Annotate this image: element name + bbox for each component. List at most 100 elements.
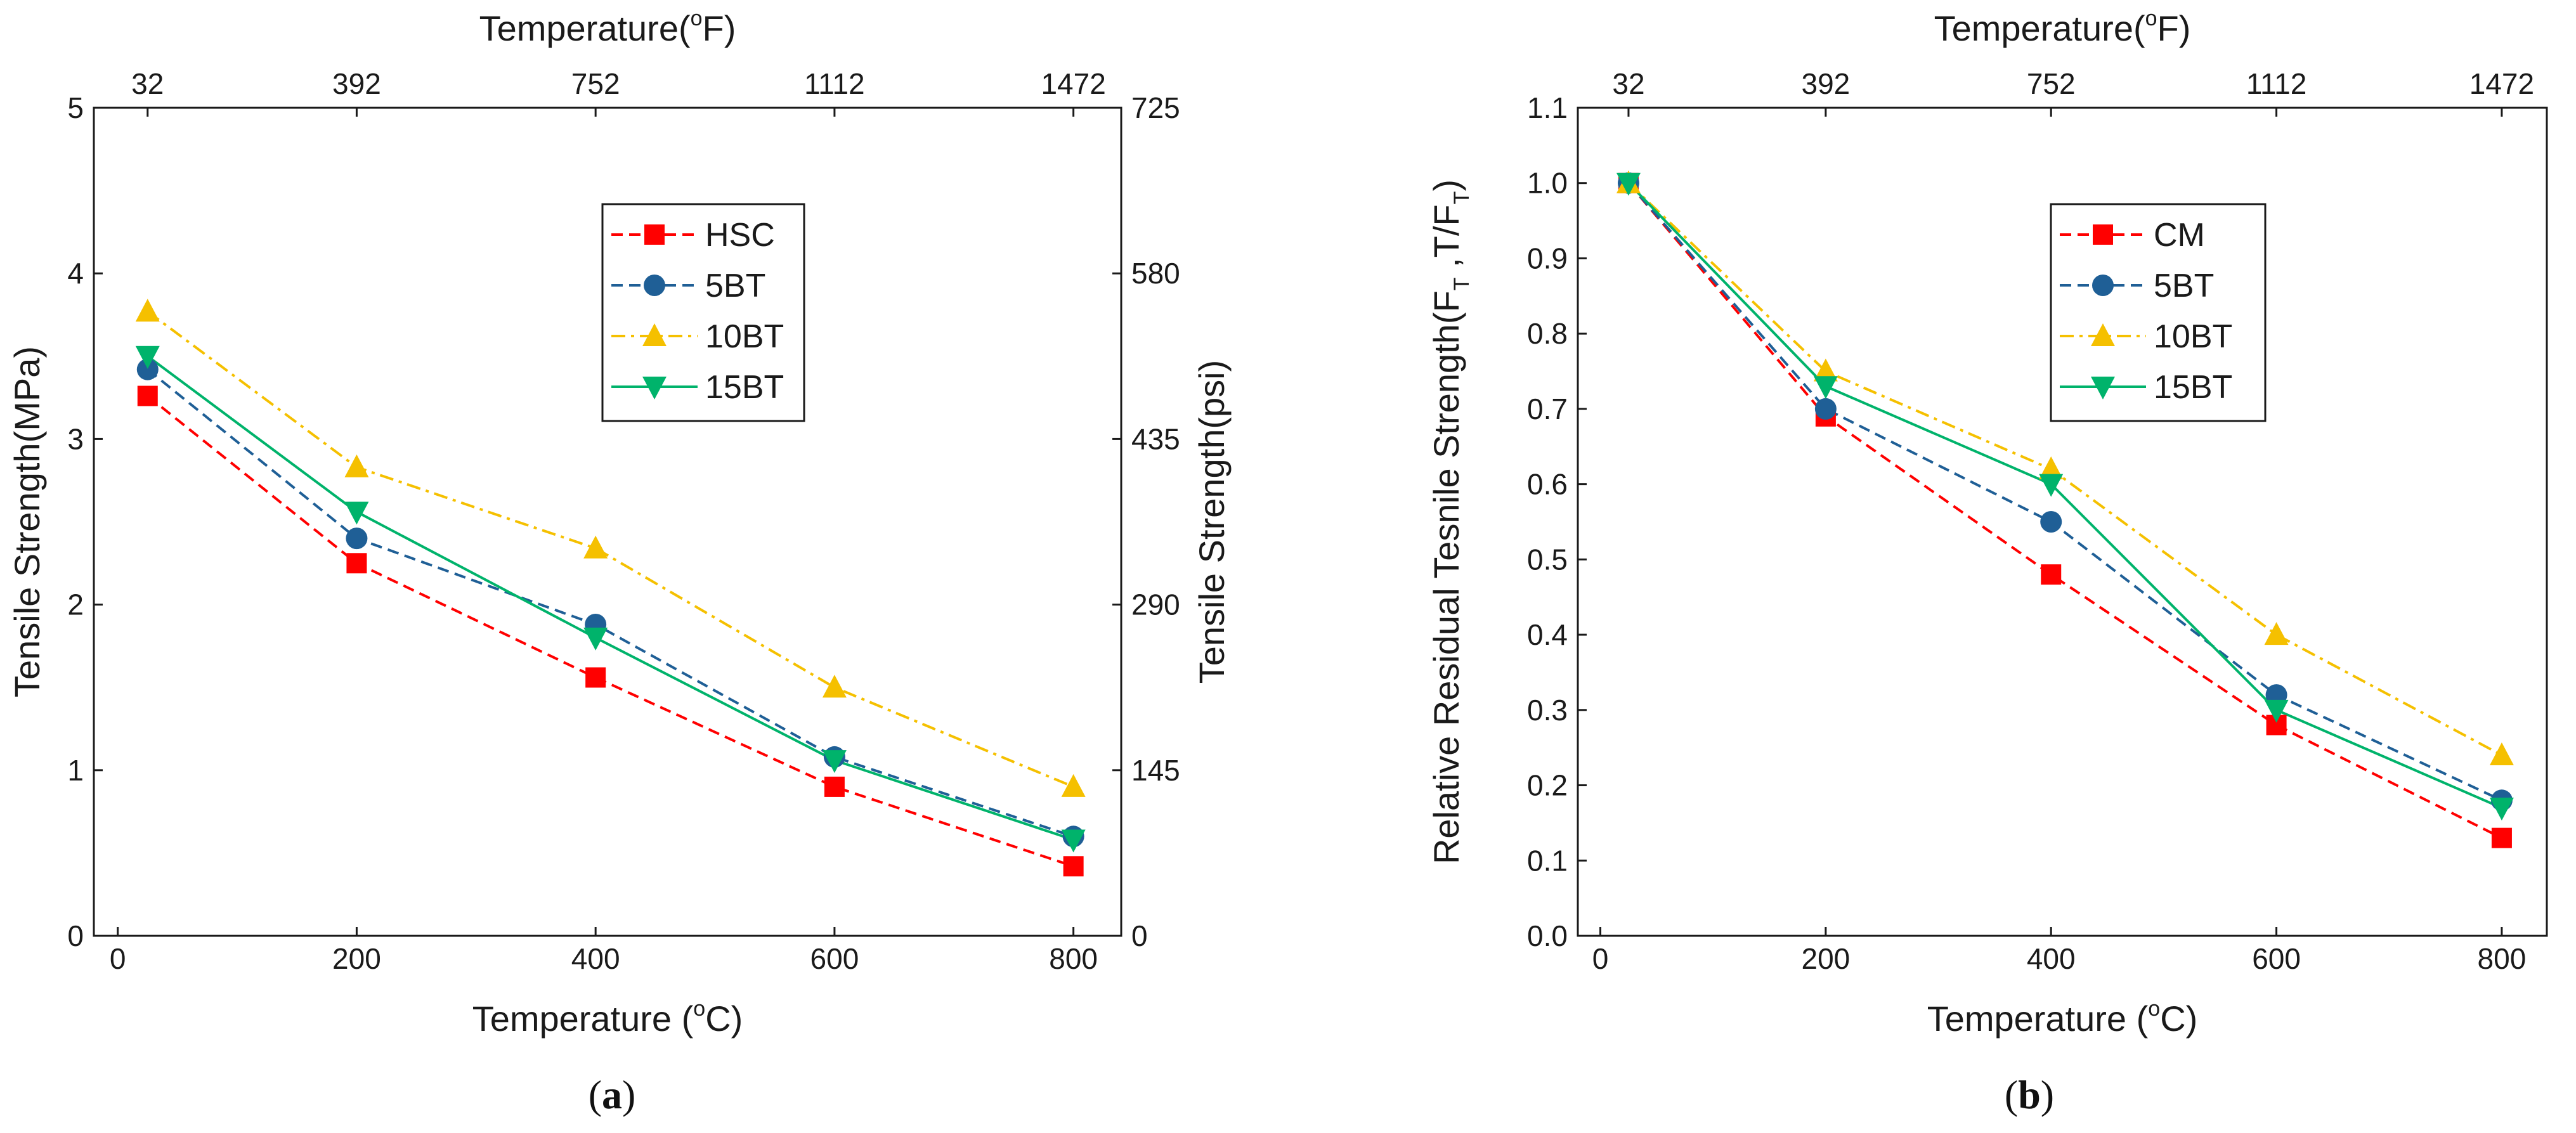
data-point-10BT (2264, 622, 2289, 645)
plot-frame (93, 107, 1122, 937)
data-point-15BT (135, 346, 160, 369)
legend: HSC 5BT 10BT 15BT (601, 203, 805, 422)
y-tick-label: 0 (67, 919, 84, 952)
legend: CM 5BT 10BT 15BT (2050, 203, 2267, 422)
top-x-tick-label: 1472 (2469, 67, 2534, 100)
data-point-10BT (344, 454, 369, 477)
data-point-5BT (136, 358, 159, 380)
data-point-5BT (2040, 511, 2062, 533)
x-tick-label: 800 (1049, 942, 1098, 975)
secondary-y-tick-label: 580 (1131, 257, 1180, 290)
y-tick-label: 0.4 (1527, 618, 1568, 651)
legend-marker-CM (2093, 224, 2113, 245)
data-point-15BT (2489, 798, 2514, 821)
data-point-HSC (824, 776, 845, 797)
y-tick-label: 0.6 (1527, 468, 1568, 501)
top-x-tick-label: 1112 (2246, 67, 2307, 100)
x-tick-label: 400 (571, 942, 620, 975)
data-point-CM (2041, 564, 2062, 585)
secondary-y-axis-label: Tensile Strength(psi) (1192, 360, 1232, 683)
y-axis-label: Tensile Strength(MPa) (7, 346, 47, 697)
x-tick-label: 200 (332, 942, 381, 975)
data-point-10BT (1813, 358, 1838, 382)
y-tick-label: 0.7 (1527, 392, 1568, 425)
legend-label-15BT: 15BT (2154, 369, 2232, 406)
top-x-tick-label: 32 (131, 67, 164, 100)
top-x-tick-label: 1472 (1041, 67, 1105, 100)
y-tick-label: 0.0 (1527, 919, 1568, 952)
data-point-HSC (1063, 856, 1084, 877)
legend-marker-5BT (644, 275, 665, 296)
data-point-15BT (2264, 699, 2289, 723)
data-point-15BT (1616, 172, 1641, 196)
panel-label: (a) (589, 1072, 636, 1117)
data-point-15BT (822, 750, 847, 774)
data-point-HSC (585, 667, 606, 688)
y-tick-label: 5 (67, 91, 84, 124)
x-axis-label: Temperature (oC) (1927, 997, 2198, 1039)
data-point-15BT (1061, 829, 1086, 853)
data-point-15BT (1813, 376, 1838, 399)
secondary-y-tick-label: 0 (1131, 919, 1148, 952)
top-x-tick-label: 752 (571, 67, 620, 100)
legend-label-HSC: HSC (705, 217, 775, 254)
y-tick-label: 1.0 (1527, 167, 1568, 200)
legend-marker-10BT (642, 323, 667, 346)
secondary-y-tick-label: 435 (1131, 422, 1180, 455)
y-tick-label: 2 (67, 588, 84, 621)
x-tick-label: 400 (2027, 942, 2076, 975)
data-point-15BT (344, 502, 369, 525)
top-x-tick-label: 1112 (804, 67, 865, 100)
y-tick-label: 3 (67, 422, 84, 455)
legend-label-5BT: 5BT (705, 268, 765, 304)
legend-marker-15BT (2091, 377, 2115, 399)
plot-frame (1577, 107, 2548, 937)
legend-label-10BT: 10BT (705, 318, 784, 355)
legend-marker-5BT (2092, 275, 2114, 296)
series-line-15BT (146, 355, 1074, 841)
x-tick-label: 600 (810, 942, 859, 975)
data-point-HSC (346, 553, 367, 574)
y-tick-label: 4 (67, 257, 84, 290)
data-point-15BT (583, 627, 608, 651)
y-tick-label: 0.9 (1527, 242, 1568, 275)
data-point-CM (2491, 827, 2512, 848)
top-x-tick-label: 392 (1802, 67, 1851, 100)
series-line-CM (1627, 182, 2502, 839)
secondary-y-tick-label: 290 (1131, 588, 1180, 621)
data-point-5BT (1814, 398, 1837, 420)
legend-marker-15BT (642, 377, 667, 399)
x-tick-label: 600 (2252, 942, 2301, 975)
x-tick-label: 200 (1802, 942, 1851, 975)
top-x-tick-label: 392 (332, 67, 381, 100)
data-point-10BT (583, 535, 608, 559)
panel-label: (b) (2005, 1072, 2054, 1117)
secondary-y-tick-label: 145 (1131, 754, 1180, 787)
y-tick-label: 1 (67, 754, 84, 787)
series-line-HSC (146, 394, 1074, 868)
y-axis-label: Relative Residual Tesnile Strength(FT ,T… (1426, 179, 1474, 864)
y-tick-label: 0.8 (1527, 317, 1568, 350)
data-point-15BT (2039, 474, 2064, 497)
top-x-tick-label: 32 (1612, 67, 1644, 100)
y-tick-label: 1.1 (1527, 91, 1568, 124)
y-tick-label: 0.5 (1527, 543, 1568, 576)
series-line-10BT (146, 310, 1074, 788)
data-point-HSC (137, 385, 158, 406)
legend-marker-HSC (644, 224, 665, 245)
chart-panel-a: 0 200 400 600 800 32 392 752 1112 1472 0 1 2 3 4 5 0 145 2… (7, 6, 1232, 1117)
top-x-tick-label: 752 (2027, 67, 2076, 100)
top-x-axis-label: Temperature(oF) (1934, 6, 2191, 48)
legend-marker-10BT (2091, 323, 2115, 346)
series-line-5BT (146, 368, 1074, 838)
y-tick-label: 0.3 (1527, 694, 1568, 727)
data-point-10BT (1061, 774, 1086, 797)
x-axis-label: Temperature (oC) (472, 997, 743, 1039)
legend-label-CM: CM (2154, 217, 2205, 254)
x-tick-label: 0 (110, 942, 126, 975)
y-tick-label: 0.2 (1527, 769, 1568, 802)
data-point-10BT (2489, 742, 2514, 766)
x-tick-label: 0 (1592, 942, 1609, 975)
